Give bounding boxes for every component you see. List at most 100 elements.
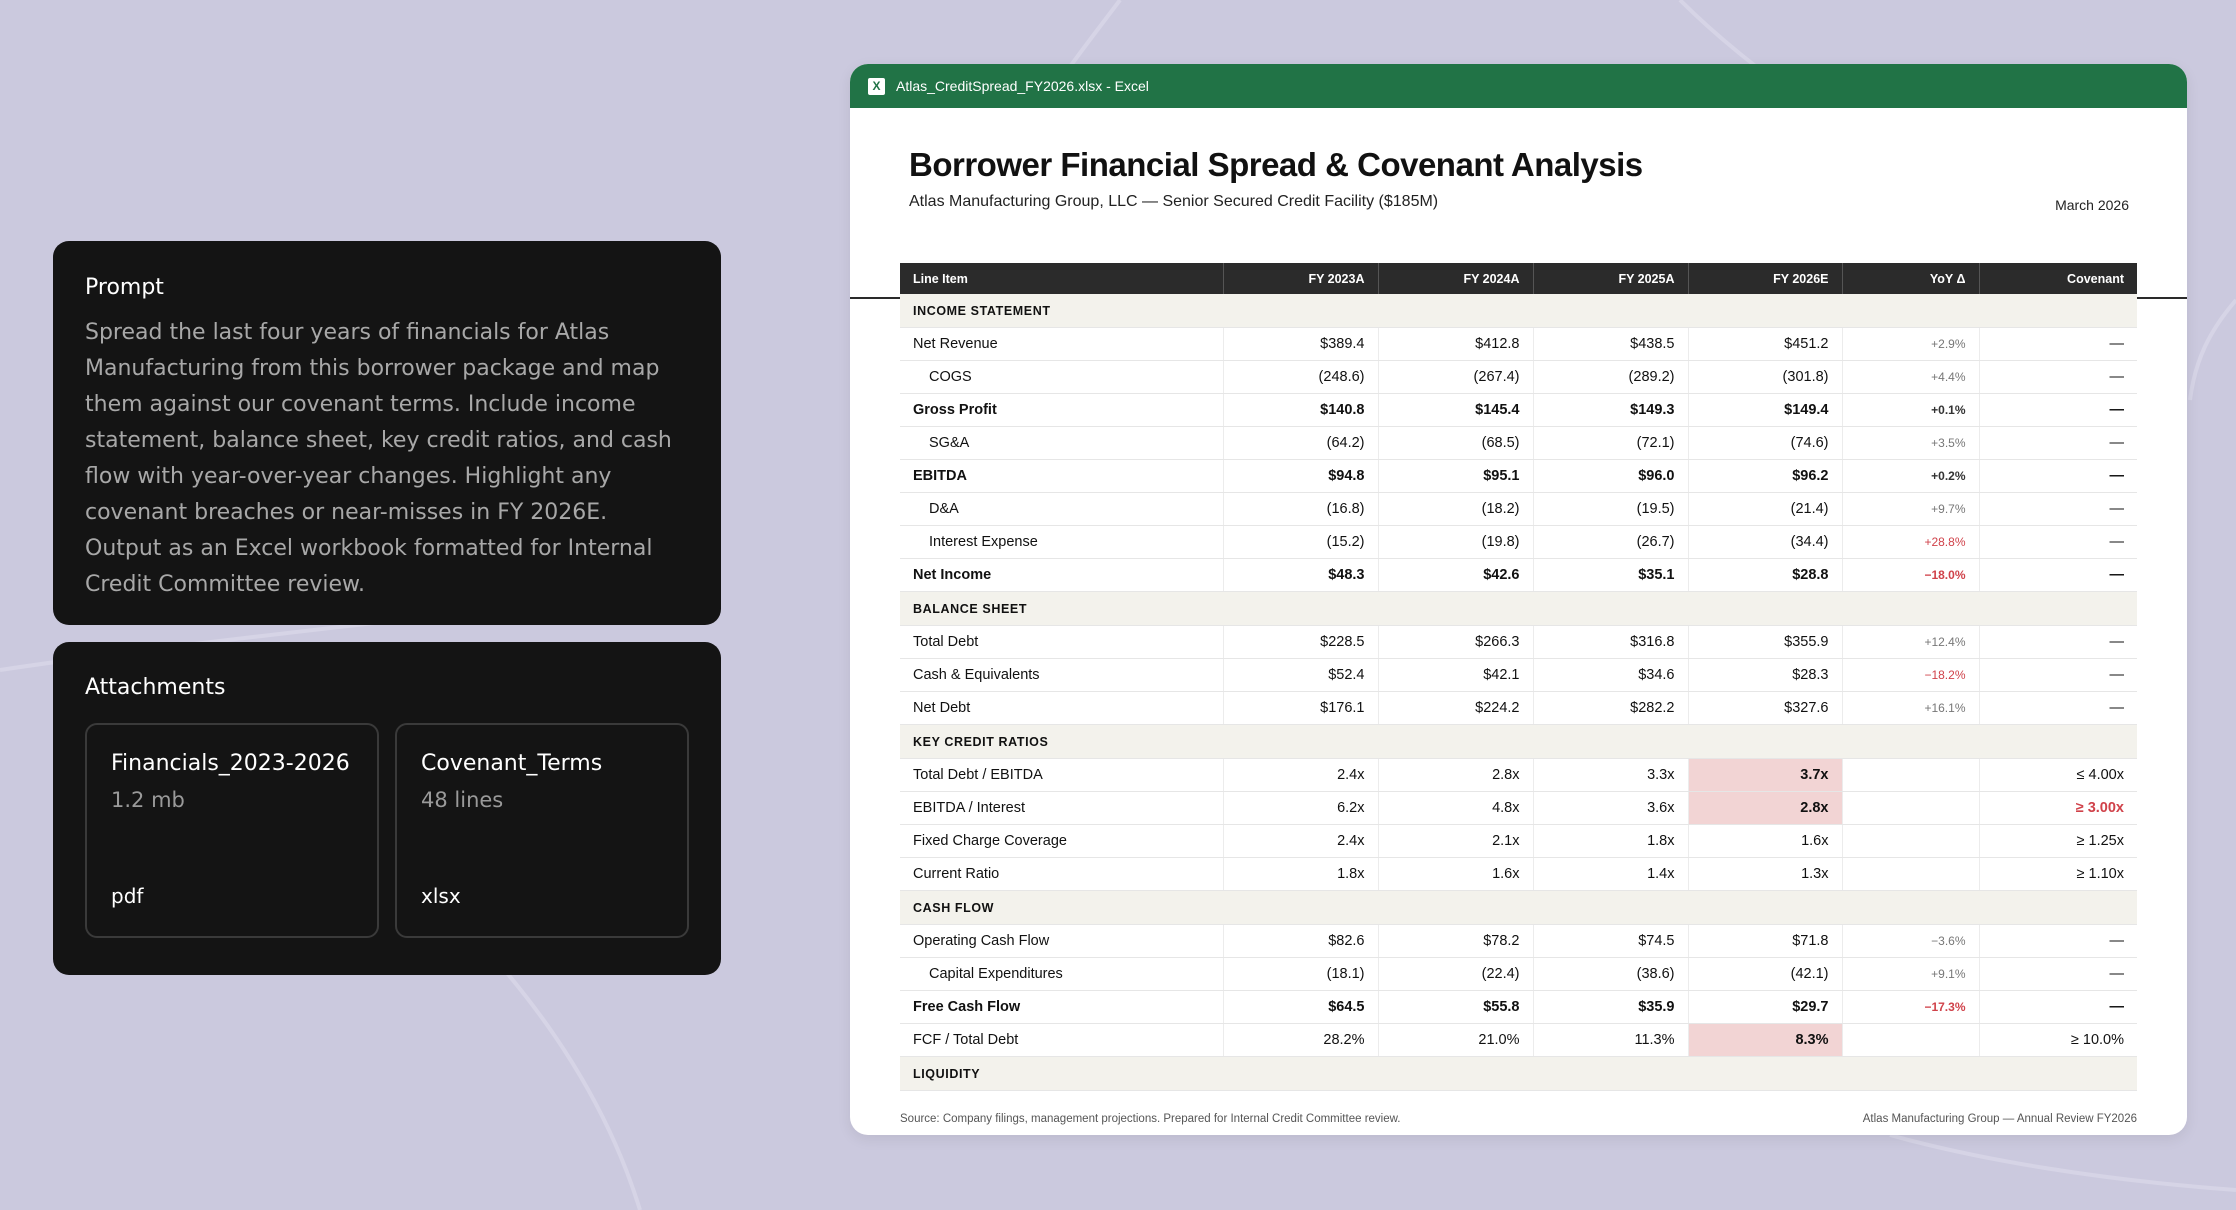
line-item-cell[interactable]: Current Ratio [900,857,1224,891]
yoy-cell[interactable] [1842,1023,1980,1057]
covenant-cell[interactable]: — [1979,658,2137,692]
value-cell[interactable]: 11.3% [1533,1023,1689,1057]
yoy-cell[interactable]: +9.1% [1842,957,1980,991]
value-cell[interactable]: (289.2) [1533,360,1689,394]
value-cell[interactable]: $94.8 [1223,459,1379,493]
line-item-cell[interactable]: Total Debt / EBITDA [900,758,1224,792]
value-cell[interactable]: (68.5) [1378,426,1534,460]
covenant-cell[interactable]: — [1979,924,2137,958]
value-cell[interactable]: $316.8 [1533,625,1689,659]
line-item-cell[interactable]: Gross Profit [900,393,1224,427]
value-cell[interactable]: 3.6x [1533,791,1689,825]
covenant-cell[interactable]: ≥ 10.0% [1979,1023,2137,1057]
value-cell[interactable]: (18.1) [1223,957,1379,991]
value-cell[interactable]: $78.2 [1378,924,1534,958]
value-cell[interactable]: $412.8 [1378,327,1534,361]
covenant-cell[interactable]: ≥ 3.00x [1979,791,2137,825]
column-header[interactable]: FY 2024A [1378,263,1534,294]
yoy-cell[interactable]: −18.2% [1842,658,1980,692]
value-cell[interactable]: 3.7x [1688,758,1843,792]
value-cell[interactable]: (19.8) [1378,525,1534,559]
line-item-cell[interactable]: SG&A [900,426,1224,460]
value-cell[interactable]: $96.2 [1688,459,1843,493]
value-cell[interactable]: $28.3 [1688,658,1843,692]
value-cell[interactable]: 2.4x [1223,824,1379,858]
yoy-cell[interactable]: +2.9% [1842,327,1980,361]
value-cell[interactable]: $35.9 [1533,990,1689,1024]
value-cell[interactable]: $64.5 [1223,990,1379,1024]
window-titlebar[interactable]: X Atlas_CreditSpread_FY2026.xlsx - Excel [850,64,2187,108]
value-cell[interactable]: $224.2 [1378,691,1534,725]
covenant-cell[interactable]: — [1979,625,2137,659]
value-cell[interactable]: $35.1 [1533,558,1689,592]
value-cell[interactable]: 2.8x [1688,791,1843,825]
yoy-cell[interactable]: +0.2% [1842,459,1980,493]
value-cell[interactable]: $140.8 [1223,393,1379,427]
value-cell[interactable]: (74.6) [1688,426,1843,460]
value-cell[interactable]: $34.6 [1533,658,1689,692]
yoy-cell[interactable]: −3.6% [1842,924,1980,958]
value-cell[interactable]: 8.3% [1688,1023,1843,1057]
value-cell[interactable]: 1.4x [1533,857,1689,891]
covenant-cell[interactable]: — [1979,691,2137,725]
value-cell[interactable]: (72.1) [1533,426,1689,460]
attachment-financials[interactable]: Financials_2023-2026 1.2 mb pdf [85,723,379,938]
value-cell[interactable]: $82.6 [1223,924,1379,958]
yoy-cell[interactable]: +28.8% [1842,525,1980,559]
value-cell[interactable]: 1.8x [1533,824,1689,858]
yoy-cell[interactable]: +4.4% [1842,360,1980,394]
value-cell[interactable]: 3.3x [1533,758,1689,792]
attachment-covenant-terms[interactable]: Covenant_Terms 48 lines xlsx [395,723,689,938]
value-cell[interactable]: 2.1x [1378,824,1534,858]
yoy-cell[interactable]: −18.0% [1842,558,1980,592]
covenant-cell[interactable]: ≤ 4.00x [1979,758,2137,792]
value-cell[interactable]: $29.7 [1688,990,1843,1024]
value-cell[interactable]: $55.8 [1378,990,1534,1024]
line-item-cell[interactable]: Net Debt [900,691,1224,725]
covenant-cell[interactable]: — [1979,957,2137,991]
yoy-cell[interactable]: −17.3% [1842,990,1980,1024]
yoy-cell[interactable] [1842,857,1980,891]
line-item-cell[interactable]: Cash & Equivalents [900,658,1224,692]
yoy-cell[interactable]: +12.4% [1842,625,1980,659]
line-item-cell[interactable]: Fixed Charge Coverage [900,824,1224,858]
line-item-cell[interactable]: Interest Expense [900,525,1224,559]
covenant-cell[interactable]: — [1979,393,2137,427]
value-cell[interactable]: 1.3x [1688,857,1843,891]
value-cell[interactable]: $28.8 [1688,558,1843,592]
covenant-cell[interactable]: — [1979,558,2137,592]
column-header[interactable]: Line Item [900,263,1224,294]
covenant-cell[interactable]: — [1979,426,2137,460]
value-cell[interactable]: $95.1 [1378,459,1534,493]
value-cell[interactable]: 1.6x [1378,857,1534,891]
covenant-cell[interactable]: — [1979,360,2137,394]
yoy-cell[interactable]: +9.7% [1842,492,1980,526]
column-header[interactable]: Covenant [1979,263,2137,294]
line-item-cell[interactable]: Total Debt [900,625,1224,659]
covenant-cell[interactable]: — [1979,525,2137,559]
value-cell[interactable]: $48.3 [1223,558,1379,592]
line-item-cell[interactable]: Free Cash Flow [900,990,1224,1024]
value-cell[interactable]: $42.6 [1378,558,1534,592]
line-item-cell[interactable]: Operating Cash Flow [900,924,1224,958]
value-cell[interactable]: (15.2) [1223,525,1379,559]
column-header[interactable]: FY 2025A [1533,263,1689,294]
line-item-cell[interactable]: FCF / Total Debt [900,1023,1224,1057]
value-cell[interactable]: $71.8 [1688,924,1843,958]
line-item-cell[interactable]: Net Revenue [900,327,1224,361]
yoy-cell[interactable] [1842,824,1980,858]
value-cell[interactable]: $228.5 [1223,625,1379,659]
value-cell[interactable]: 1.8x [1223,857,1379,891]
value-cell[interactable]: $149.3 [1533,393,1689,427]
value-cell[interactable]: 2.8x [1378,758,1534,792]
value-cell[interactable]: $145.4 [1378,393,1534,427]
value-cell[interactable]: (42.1) [1688,957,1843,991]
value-cell[interactable]: $282.2 [1533,691,1689,725]
value-cell[interactable]: (301.8) [1688,360,1843,394]
column-header[interactable]: FY 2023A [1223,263,1379,294]
value-cell[interactable]: $327.6 [1688,691,1843,725]
line-item-cell[interactable]: Capital Expenditures [900,957,1224,991]
covenant-cell[interactable]: — [1979,327,2137,361]
value-cell[interactable]: $52.4 [1223,658,1379,692]
value-cell[interactable]: 2.4x [1223,758,1379,792]
